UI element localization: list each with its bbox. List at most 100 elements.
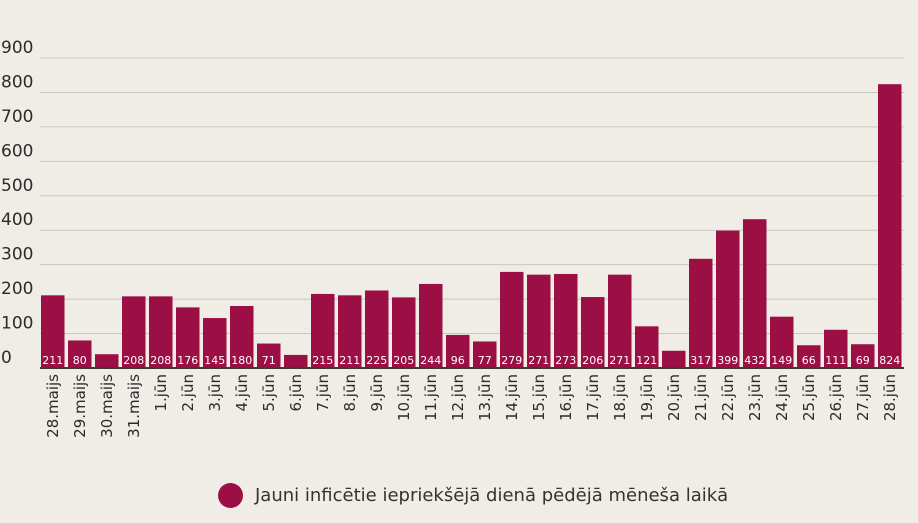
x-tick-label: 17.jūn — [584, 374, 602, 421]
bar — [122, 296, 146, 368]
y-tick-label: 900 — [1, 38, 33, 58]
bar — [797, 345, 821, 368]
bar-value-label: 71 — [262, 354, 276, 367]
y-tick-label: 800 — [1, 72, 33, 92]
bar-value-label: 180 — [231, 354, 252, 367]
bar-value-label: 824 — [879, 354, 900, 367]
x-tick-label: 15.jūn — [530, 374, 548, 421]
x-tick-label: 20.jūn — [665, 374, 683, 421]
x-tick-label: 31.maijs — [125, 374, 143, 438]
bar — [311, 293, 335, 368]
bar-value-label: 211 — [339, 354, 360, 367]
bar — [500, 271, 524, 368]
bar-value-label: 215 — [312, 354, 333, 367]
bar — [527, 274, 551, 368]
bar — [203, 318, 227, 368]
x-tick-label: 13.jūn — [476, 374, 494, 421]
y-tick-label: 700 — [1, 107, 33, 127]
bar-value-label: 211 — [42, 354, 63, 367]
x-tick-label: 30.maijs — [98, 374, 116, 438]
bar — [689, 258, 713, 368]
bar — [581, 297, 605, 368]
x-tick-label: 11.jūn — [422, 374, 440, 421]
x-tick-label: 10.jūn — [395, 374, 413, 421]
bar-value-label: 317 — [690, 354, 711, 367]
x-tick-label: 16.jūn — [557, 374, 575, 421]
bar — [878, 84, 902, 368]
bar — [338, 295, 362, 368]
bar — [176, 307, 200, 368]
y-tick-label: 100 — [1, 314, 33, 334]
bar-value-label: 176 — [177, 354, 198, 367]
x-tick-label: 26.jūn — [827, 374, 845, 421]
bar-value-label: 206 — [582, 354, 603, 367]
bar-value-label: 111 — [825, 354, 846, 367]
bar-value-label: 225 — [366, 354, 387, 367]
x-axis-ticks: 28.maijs 29.maijs 30.maijs 31.maijs 1.jūn 2.j… — [44, 374, 899, 438]
bar-value-label: 69 — [856, 354, 870, 367]
bar-value-label: 432 — [744, 354, 765, 367]
value-labels: 211 80 208 208 176 145 180 71 215 211 225 205 244 96 7… — [42, 354, 900, 367]
bar — [635, 326, 659, 368]
x-tick-label: 14.jūn — [503, 374, 521, 421]
x-tick-label: 22.jūn — [719, 374, 737, 421]
bar — [230, 306, 254, 368]
bar-value-label: 279 — [501, 354, 522, 367]
bar-value-label: 80 — [73, 354, 87, 367]
bar — [392, 297, 416, 368]
y-tick-label: 400 — [1, 210, 33, 230]
bar — [473, 341, 497, 368]
bar — [824, 329, 848, 368]
y-tick-label: 600 — [1, 141, 33, 161]
x-tick-label: 12.jūn — [449, 374, 467, 421]
x-tick-label: 27.jūn — [854, 374, 872, 421]
y-tick-label: 300 — [1, 245, 33, 265]
bar-value-label: 244 — [420, 354, 441, 367]
x-tick-label: 1.jūn — [152, 374, 170, 412]
bar-value-label: 208 — [123, 354, 144, 367]
x-tick-label: 19.jūn — [638, 374, 656, 421]
y-tick-label: 500 — [1, 176, 33, 196]
bar — [95, 354, 119, 368]
x-tick-label: 7.jūn — [314, 374, 332, 412]
bar — [284, 354, 308, 368]
bar — [446, 334, 470, 368]
bar — [419, 283, 443, 368]
legend-label: Jauni inficētie iepriekšējā dienā pēdējā… — [255, 484, 729, 506]
bar-value-label: 399 — [717, 354, 738, 367]
bar-value-label: 271 — [528, 354, 549, 367]
x-tick-label: 25.jūn — [800, 374, 818, 421]
x-tick-label: 3.jūn — [206, 374, 224, 412]
x-tick-label: 21.jūn — [692, 374, 710, 421]
bar — [149, 296, 173, 368]
bar — [743, 219, 767, 368]
bar-value-label: 77 — [478, 354, 492, 367]
y-axis-ticks: 0 100 200 300 400 500 600 700 800 900 — [1, 38, 33, 368]
bar-value-label: 145 — [204, 354, 225, 367]
bar — [662, 350, 686, 368]
x-tick-label: 18.jūn — [611, 374, 629, 421]
bar — [608, 274, 632, 368]
bar-value-label: 66 — [802, 354, 816, 367]
grid-lines — [40, 57, 904, 335]
y-tick-label: 0 — [1, 348, 12, 368]
x-tick-label: 24.jūn — [773, 374, 791, 421]
bar — [851, 344, 875, 368]
bar-value-label: 96 — [451, 354, 465, 367]
legend: Jauni inficētie iepriekšējā dienā pēdējā… — [218, 481, 728, 509]
bar — [257, 343, 281, 368]
bars — [41, 84, 902, 368]
bar-value-label: 205 — [393, 354, 414, 367]
x-tick-label: 8.jūn — [341, 374, 359, 412]
x-tick-label: 2.jūn — [179, 374, 197, 412]
bar — [365, 290, 389, 368]
legend-marker — [218, 482, 243, 508]
x-tick-label: 28.maijs — [44, 374, 62, 438]
x-tick-label: 23.jūn — [746, 374, 764, 421]
bar-value-label: 121 — [636, 354, 657, 367]
bar — [770, 316, 794, 368]
x-tick-label: 28.jūn — [881, 374, 899, 421]
bar-value-label: 149 — [771, 354, 792, 367]
bar — [716, 230, 740, 368]
